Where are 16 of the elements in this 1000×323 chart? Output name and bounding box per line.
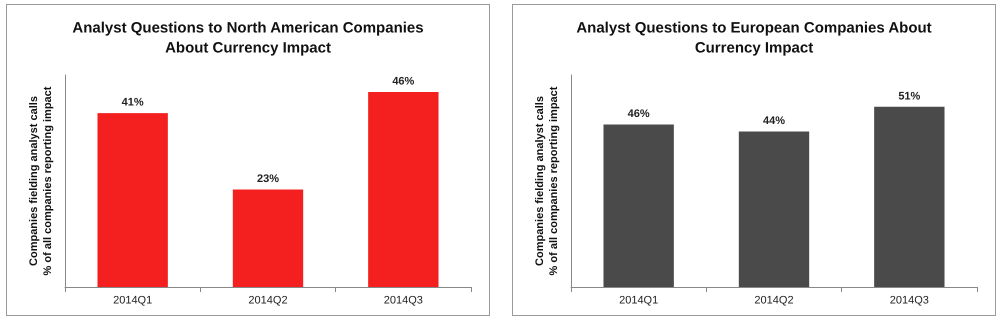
data-label: 44% (762, 115, 786, 128)
x-tick-label: 2014Q1 (113, 294, 152, 306)
chart-title: Analyst Questions to North American Companies About Currency Impact (72, 20, 424, 56)
x-tick-label: 2014Q3 (384, 294, 423, 306)
data-label: 46% (392, 75, 415, 88)
x-tick-label: 2014Q2 (248, 294, 288, 306)
data-label: 23% (256, 172, 280, 185)
x-tick-label: 2014Q1 (619, 294, 658, 306)
data-label: 46% (628, 108, 650, 120)
y-axis-title: Companies fielding analyst calls % of all companies reporting impact (534, 86, 560, 276)
x-tick-label: 2014Q2 (754, 294, 794, 306)
data-label: 51% (898, 90, 921, 102)
y-axis-title: Companies fielding analyst calls % of all companies reporting impact (28, 86, 54, 276)
chart-title: Analyst Questions to European Companies About Currency Impact (576, 20, 932, 56)
data-label: 41% (122, 96, 144, 109)
x-tick-label: 2014Q3 (890, 294, 929, 306)
